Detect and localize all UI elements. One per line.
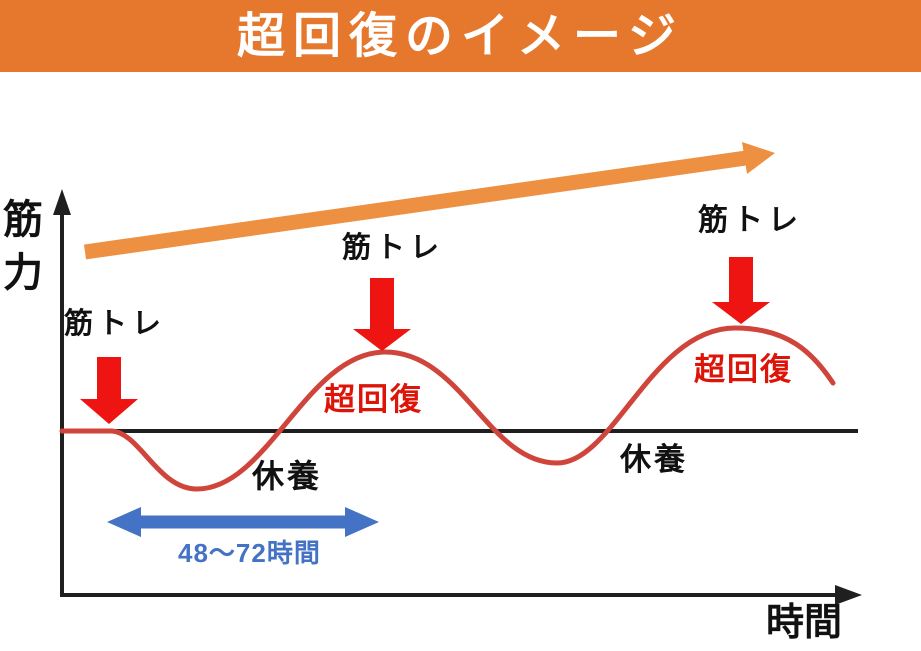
- supercompensation-label-2: 超回復: [694, 352, 793, 387]
- rest-label-1: 休養: [252, 458, 323, 494]
- trend-arrow-shaft: [83, 150, 748, 260]
- y-axis: [53, 189, 71, 597]
- trend-arrow-icon: [83, 142, 775, 260]
- training-down-arrow-icon-3: [712, 257, 770, 324]
- x-axis-arrowhead-icon: [835, 585, 862, 605]
- training-label-1: 筋トレ: [64, 308, 167, 340]
- y-axis-arrowhead-icon: [53, 189, 71, 215]
- x-axis-label: 時間: [766, 602, 843, 644]
- training-label-3: 筋トレ: [698, 204, 803, 237]
- x-axis: [60, 585, 862, 605]
- header-bar: 超回復のイメージ: [0, 0, 921, 72]
- training-label-2: 筋トレ: [342, 232, 445, 264]
- recovery-window-label: 48〜72時間: [178, 538, 321, 568]
- y-axis-label: 筋力: [3, 198, 43, 296]
- recovery-window-left-head: [107, 507, 141, 537]
- trend-arrow-head: [742, 142, 775, 174]
- training-down-arrow-icon-2: [353, 278, 411, 351]
- supercompensation-label-1: 超回復: [324, 382, 423, 417]
- recovery-window-right-head: [345, 507, 379, 537]
- page-title: 超回復のイメージ: [236, 10, 685, 63]
- rest-label-2: 休養: [620, 442, 688, 477]
- recovery-window-arrow-icon: [107, 507, 379, 537]
- strength-curve: [59, 325, 836, 492]
- training-down-arrow-icon-1: [80, 357, 138, 424]
